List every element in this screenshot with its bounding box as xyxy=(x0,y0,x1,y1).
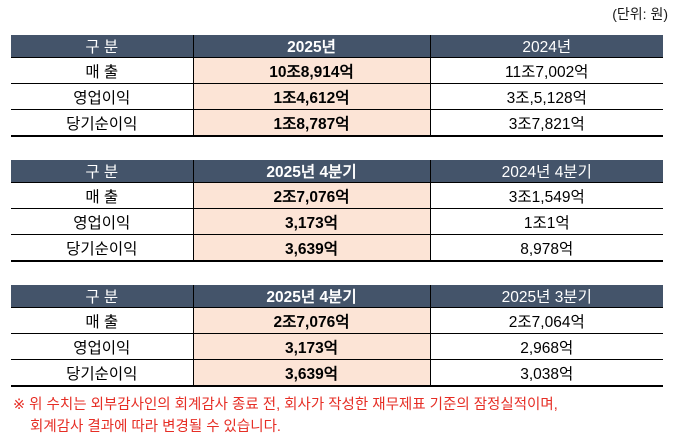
header-row: 구 분 2025년 4분기 2024년 4분기 xyxy=(11,160,663,183)
compare-value-cell: 3조1,549억 xyxy=(430,182,663,209)
table-row: 영업이익 3,173억 2,968억 xyxy=(11,333,663,360)
header-cell-cmp: 2024년 xyxy=(430,35,663,58)
table-head: 구 분 2025년 4분기 2025년 3분기 xyxy=(11,285,663,308)
row-label-cell: 영업이익 xyxy=(11,83,193,110)
table-row: 매 출 2조7,076억 3조1,549억 xyxy=(11,182,663,209)
table-row: 당기순이익 3,639억 3,038억 xyxy=(11,359,663,387)
current-value-cell: 2조7,076억 xyxy=(192,182,431,209)
current-value-cell: 10조8,914억 xyxy=(192,57,431,84)
compare-value-cell: 11조7,002억 xyxy=(430,57,663,84)
table-body: 매 출 2조7,076억 2조7,064억 영업이익 3,173억 2,968억 당기순이익… xyxy=(11,307,663,387)
header-cell-cur: 2025년 xyxy=(192,35,431,58)
header-row: 구 분 2025년 4분기 2025년 3분기 xyxy=(11,285,663,308)
table-row: 영업이익 1조4,612억 3조,5,128억 xyxy=(11,83,663,110)
fin-table-quarter-qoq-comparison: 구 분 2025년 4분기 2025년 3분기 매 출 2조7,076억 2조7,064억… xyxy=(11,285,663,387)
financial-tables: 구 분 2025년 2024년 매 출 10조8,914억 11조7,002억 영업이익 1조… xyxy=(11,35,663,387)
fin-table-annual-comparison: 구 분 2025년 2024년 매 출 10조8,914억 11조7,002억 영업이익 1조… xyxy=(11,35,663,137)
row-label-cell: 당기순이익 xyxy=(11,109,193,137)
current-value-cell: 3,173억 xyxy=(192,333,431,360)
audit-disclaimer-note: ※ 위 수치는 외부감사인의 회계감사 종료 전, 회사가 작성한 재무제표 기… xyxy=(13,394,682,438)
row-label-cell: 매 출 xyxy=(11,307,193,334)
current-value-cell: 3,639억 xyxy=(192,234,431,262)
current-value-cell: 2조7,076억 xyxy=(192,307,431,334)
header-cell-label: 구 분 xyxy=(11,285,193,308)
unit-label: (단위: 원) xyxy=(612,6,668,22)
compare-value-cell: 3조7,821억 xyxy=(430,109,663,137)
table-body: 매 출 10조8,914억 11조7,002억 영업이익 1조4,612억 3조,5,12… xyxy=(11,57,663,137)
header-cell-cmp: 2024년 4분기 xyxy=(430,160,663,183)
audit-disclaimer-line1: ※ 위 수치는 외부감사인의 회계감사 종료 전, 회사가 작성한 재무제표 기… xyxy=(13,397,558,413)
compare-value-cell: 1조1억 xyxy=(430,208,663,235)
header-row: 구 분 2025년 2024년 xyxy=(11,35,663,58)
header-cell-label: 구 분 xyxy=(11,160,193,183)
compare-value-cell: 8,978억 xyxy=(430,234,663,262)
row-label-cell: 당기순이익 xyxy=(11,359,193,387)
table-head: 구 분 2025년 4분기 2024년 4분기 xyxy=(11,160,663,183)
header-cell-cmp: 2025년 3분기 xyxy=(430,285,663,308)
header-cell-cur: 2025년 4분기 xyxy=(192,160,431,183)
table-row: 매 출 2조7,076억 2조7,064억 xyxy=(11,307,663,334)
fin-table-quarter-yoy-comparison: 구 분 2025년 4분기 2024년 4분기 매 출 2조7,076억 3조1,549억… xyxy=(11,160,663,262)
table-head: 구 분 2025년 2024년 xyxy=(11,35,663,58)
audit-disclaimer-line2: 회계감사 결과에 따라 변경될 수 있습니다. xyxy=(30,419,281,435)
table-body: 매 출 2조7,076억 3조1,549억 영업이익 3,173억 1조1억 당기순이익 3,… xyxy=(11,182,663,262)
row-label-cell: 영업이익 xyxy=(11,208,193,235)
compare-value-cell: 2조7,064억 xyxy=(430,307,663,334)
table-row: 당기순이익 1조8,787억 3조7,821억 xyxy=(11,109,663,137)
row-label-cell: 매 출 xyxy=(11,182,193,209)
table-row: 매 출 10조8,914억 11조7,002억 xyxy=(11,57,663,84)
header-cell-label: 구 분 xyxy=(11,35,193,58)
table-row: 영업이익 3,173억 1조1억 xyxy=(11,208,663,235)
table-row: 당기순이익 3,639억 8,978억 xyxy=(11,234,663,262)
compare-value-cell: 2,968억 xyxy=(430,333,663,360)
compare-value-cell: 3조,5,128억 xyxy=(430,83,663,110)
current-value-cell: 3,639억 xyxy=(192,359,431,387)
row-label-cell: 영업이익 xyxy=(11,333,193,360)
row-label-cell: 매 출 xyxy=(11,57,193,84)
current-value-cell: 1조4,612억 xyxy=(192,83,431,110)
row-label-cell: 당기순이익 xyxy=(11,234,193,262)
current-value-cell: 3,173억 xyxy=(192,208,431,235)
header-cell-cur: 2025년 4분기 xyxy=(192,285,431,308)
compare-value-cell: 3,038억 xyxy=(430,359,663,387)
current-value-cell: 1조8,787억 xyxy=(192,109,431,137)
